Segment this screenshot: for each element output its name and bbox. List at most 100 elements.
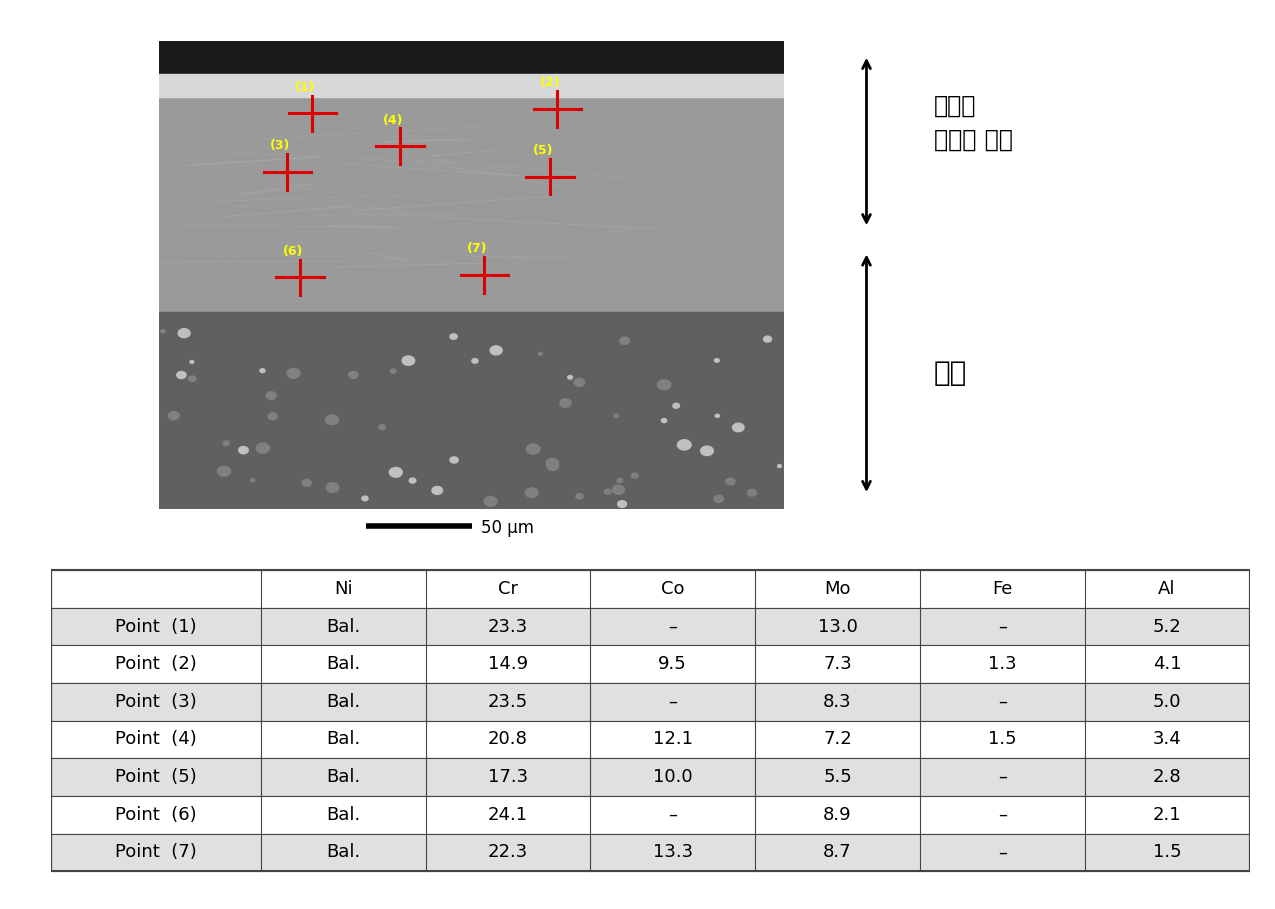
- Text: Point  (3): Point (3): [115, 693, 196, 711]
- Circle shape: [484, 496, 497, 506]
- Text: (6): (6): [283, 245, 303, 258]
- Circle shape: [402, 356, 414, 365]
- Circle shape: [168, 412, 180, 420]
- Text: 8.7: 8.7: [824, 844, 852, 862]
- Text: 14.9: 14.9: [488, 655, 528, 674]
- Bar: [159, 41, 784, 74]
- Circle shape: [190, 361, 194, 364]
- Text: Cr: Cr: [499, 580, 518, 598]
- Circle shape: [450, 334, 458, 339]
- Circle shape: [733, 424, 745, 432]
- Circle shape: [409, 478, 416, 483]
- Circle shape: [326, 483, 339, 493]
- Text: 17.3: 17.3: [488, 768, 528, 786]
- Text: 23.3: 23.3: [488, 617, 528, 635]
- Circle shape: [238, 446, 249, 454]
- Text: Al: Al: [1159, 580, 1176, 598]
- Circle shape: [189, 376, 196, 382]
- Circle shape: [362, 496, 368, 501]
- Text: Bal.: Bal.: [326, 617, 361, 635]
- Circle shape: [538, 353, 542, 355]
- Text: 12.1: 12.1: [653, 731, 692, 748]
- Text: (3): (3): [270, 139, 291, 153]
- Circle shape: [658, 380, 671, 390]
- Text: 7.2: 7.2: [824, 731, 852, 748]
- Circle shape: [268, 413, 277, 420]
- Text: (1): (1): [295, 81, 316, 94]
- Text: (5): (5): [533, 145, 553, 157]
- Text: 50 μm: 50 μm: [481, 519, 534, 537]
- Circle shape: [218, 466, 231, 476]
- Circle shape: [574, 378, 585, 386]
- Circle shape: [177, 372, 186, 378]
- Circle shape: [673, 404, 680, 408]
- Text: Bal.: Bal.: [326, 805, 361, 824]
- Circle shape: [620, 337, 630, 345]
- Circle shape: [778, 464, 782, 467]
- Circle shape: [631, 473, 639, 478]
- Text: Bal.: Bal.: [326, 768, 361, 786]
- Text: 7.3: 7.3: [824, 655, 852, 674]
- Bar: [51, 796, 1250, 834]
- Circle shape: [701, 446, 713, 455]
- Circle shape: [349, 372, 358, 378]
- Circle shape: [747, 489, 756, 496]
- Text: (4): (4): [382, 114, 403, 126]
- Circle shape: [546, 458, 558, 467]
- Text: 8.3: 8.3: [824, 693, 852, 711]
- Text: –: –: [998, 844, 1007, 862]
- Text: Bal.: Bal.: [326, 693, 361, 711]
- Text: 2.1: 2.1: [1153, 805, 1182, 824]
- Circle shape: [325, 415, 338, 425]
- Text: Bal.: Bal.: [326, 731, 361, 748]
- Circle shape: [617, 501, 626, 507]
- Circle shape: [612, 485, 625, 494]
- Text: 1.3: 1.3: [988, 655, 1016, 674]
- Text: 4.1: 4.1: [1153, 655, 1182, 674]
- Text: (7): (7): [467, 243, 487, 255]
- Text: 24.1: 24.1: [488, 805, 528, 824]
- Circle shape: [260, 369, 265, 373]
- Bar: [51, 721, 1250, 758]
- Text: –: –: [998, 805, 1007, 824]
- Circle shape: [389, 467, 402, 477]
- Text: Point  (6): Point (6): [115, 805, 196, 824]
- Circle shape: [725, 478, 734, 484]
- Circle shape: [662, 419, 667, 423]
- Circle shape: [560, 399, 571, 407]
- Circle shape: [527, 444, 539, 454]
- Text: 5.2: 5.2: [1153, 617, 1182, 635]
- Bar: [51, 608, 1250, 645]
- Text: 9.5: 9.5: [658, 655, 687, 674]
- Circle shape: [287, 368, 300, 378]
- Circle shape: [604, 489, 611, 494]
- Text: 20.8: 20.8: [488, 731, 528, 748]
- Circle shape: [250, 479, 255, 482]
- Text: 8.9: 8.9: [824, 805, 852, 824]
- Text: Fe: Fe: [992, 580, 1012, 598]
- Text: –: –: [998, 693, 1007, 711]
- Circle shape: [390, 369, 397, 374]
- Bar: [159, 313, 784, 509]
- Text: 5.5: 5.5: [824, 768, 852, 786]
- Text: Point  (2): Point (2): [115, 655, 196, 674]
- Text: 3.4: 3.4: [1153, 731, 1182, 748]
- Bar: [51, 683, 1250, 721]
- Circle shape: [490, 346, 502, 355]
- Text: 22.3: 22.3: [488, 844, 528, 862]
- Circle shape: [223, 441, 230, 445]
- Circle shape: [576, 494, 583, 499]
- Text: –: –: [998, 617, 1007, 635]
- Circle shape: [525, 488, 538, 497]
- Bar: [51, 645, 1250, 683]
- Text: –: –: [668, 617, 677, 635]
- Text: (2): (2): [541, 76, 561, 89]
- Circle shape: [677, 440, 691, 450]
- Text: 2.8: 2.8: [1153, 768, 1182, 786]
- Text: Point  (5): Point (5): [115, 768, 196, 786]
- Bar: [51, 570, 1250, 608]
- Circle shape: [302, 479, 311, 486]
- Text: Bal.: Bal.: [326, 655, 361, 674]
- Bar: [51, 758, 1250, 796]
- Text: 13.0: 13.0: [817, 617, 858, 635]
